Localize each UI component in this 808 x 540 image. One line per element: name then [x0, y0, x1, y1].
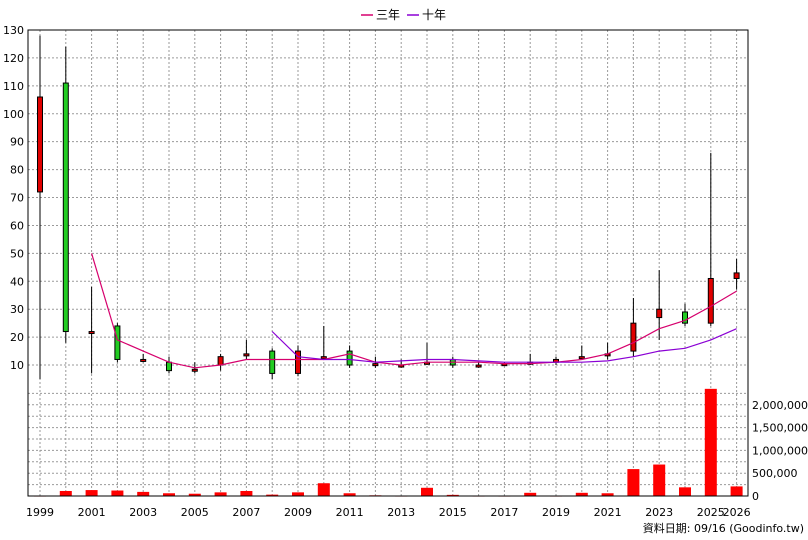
volume-tick-label: 1,000,000 — [752, 444, 808, 457]
volume-bar — [524, 492, 537, 496]
price-tick-label: 50 — [10, 247, 24, 260]
volume-tick-label: 1,500,000 — [752, 422, 808, 435]
grid-lines — [28, 29, 748, 496]
volume-tick-label: 2,000,000 — [752, 399, 808, 412]
price-tick-label: 60 — [10, 219, 24, 232]
candle-body — [733, 272, 740, 279]
candle-body — [269, 350, 276, 374]
volume-bar — [85, 490, 98, 496]
year-tick-label: 2021 — [594, 506, 622, 519]
year-tick-label: 2023 — [645, 506, 673, 519]
volume-bar — [730, 486, 743, 496]
year-tick-label: 2017 — [490, 506, 518, 519]
volume-bar — [266, 494, 279, 496]
candle-body — [166, 361, 172, 372]
year-tick-label: 2011 — [336, 506, 364, 519]
legend-label-ma3: 三年 — [376, 8, 400, 22]
year-tick-label: 2015 — [439, 506, 467, 519]
volume-bar — [446, 494, 459, 496]
volume-bar — [317, 483, 330, 496]
price-tick-label: 90 — [10, 136, 24, 149]
moving-average-lines — [91, 253, 737, 369]
candle-body — [656, 308, 663, 319]
candle-body — [682, 311, 688, 324]
volume-bar — [188, 493, 201, 496]
year-tick-label: 2005 — [181, 506, 209, 519]
candle-body — [114, 325, 121, 360]
candle-body — [243, 353, 250, 357]
candle-body — [217, 356, 224, 366]
legend: 三年 十年 — [361, 8, 446, 22]
price-tick-label: 20 — [10, 331, 24, 344]
ma-line-ten-year — [271, 328, 737, 363]
volume-bar — [704, 388, 717, 496]
volume-bar — [343, 493, 356, 496]
volume-bar — [59, 490, 72, 496]
price-tick-label: 40 — [10, 275, 24, 288]
candle-body — [140, 358, 147, 362]
volume-bar — [421, 487, 433, 496]
volume-bar — [653, 464, 666, 496]
price-tick-label: 70 — [10, 192, 24, 205]
price-tick-label: 80 — [10, 164, 24, 177]
volume-bar — [111, 490, 124, 496]
volume-bar — [214, 492, 227, 496]
candle-body — [346, 350, 353, 366]
volume-bar — [679, 487, 691, 496]
data-date-footer: 資料日期: 09/16 (Goodinfo.tw) — [643, 521, 804, 535]
volume-bar — [575, 492, 588, 496]
volume-bar — [601, 493, 614, 496]
ma-line-three-year — [91, 253, 737, 369]
volume-tick-label: 0 — [752, 490, 759, 503]
price-tick-label: 30 — [10, 303, 24, 316]
year-tick-label: 2026 — [723, 506, 751, 519]
candle-body — [372, 363, 379, 367]
volume-bar — [240, 490, 253, 496]
year-tick-label: 2019 — [542, 506, 570, 519]
legend-label-ma10: 十年 — [422, 8, 446, 22]
year-tick-label: 1999 — [26, 506, 54, 519]
candle-body — [707, 277, 714, 324]
candle-body — [475, 364, 482, 368]
volume-bar — [627, 469, 640, 496]
volume-bar — [292, 492, 304, 496]
candle-body — [191, 368, 198, 372]
candle-body — [295, 350, 301, 374]
price-tick-label: 110 — [3, 80, 24, 93]
plot-frame — [27, 29, 749, 497]
price-tick-label: 130 — [3, 24, 24, 37]
price-tick-label: 10 — [10, 359, 24, 372]
axes: 10 20 30 40 50 60 70 80 90 100 110 120 130 0 500,000 1,… — [3, 24, 808, 519]
year-tick-label: 2009 — [284, 506, 312, 519]
candle-body — [88, 331, 95, 335]
price-tick-label: 120 — [3, 52, 24, 65]
candle-body — [320, 356, 327, 360]
volume-bar — [163, 493, 175, 496]
year-tick-label: 2013 — [387, 506, 415, 519]
candle-body — [37, 96, 43, 193]
candle-body — [62, 82, 69, 333]
candle-body — [578, 356, 585, 360]
price-tick-label: 100 — [3, 108, 24, 121]
candle-body — [630, 322, 637, 352]
year-tick-label: 2007 — [232, 506, 260, 519]
year-tick-label: 2025 — [697, 506, 725, 519]
volume-bar — [137, 491, 150, 496]
volume-tick-label: 500,000 — [752, 467, 798, 480]
year-tick-label: 2003 — [129, 506, 157, 519]
year-tick-label: 2001 — [78, 506, 106, 519]
